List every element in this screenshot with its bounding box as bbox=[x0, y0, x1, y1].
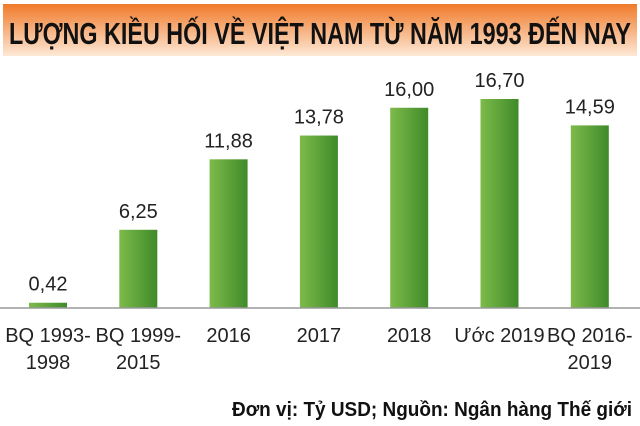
category-label: 2018 bbox=[387, 325, 432, 347]
bar bbox=[119, 229, 158, 308]
data-label: 14,59 bbox=[565, 96, 615, 118]
data-label: 16,00 bbox=[384, 79, 434, 101]
category-label: BQ 2016- bbox=[547, 325, 633, 347]
data-label: 13,78 bbox=[294, 107, 344, 129]
chart-title: LƯỢNG KIỀU HỐI VỀ VIỆT NAM TỪ NĂM 1993 Đ… bbox=[9, 15, 631, 51]
bar bbox=[390, 107, 429, 308]
bar bbox=[570, 125, 609, 308]
data-label: 11,88 bbox=[204, 130, 253, 152]
category-label: BQ 1993- bbox=[5, 325, 91, 347]
footnote: Đơn vị: Tỷ USD; Nguồn: Ngân hàng Thế giớ… bbox=[232, 399, 632, 421]
category-label: 2017 bbox=[297, 325, 342, 347]
category-label: BQ 1999- bbox=[95, 325, 181, 347]
data-label: 6,25 bbox=[119, 201, 158, 223]
title-banner bbox=[3, 4, 637, 56]
bar bbox=[209, 159, 248, 308]
data-label: 0,42 bbox=[29, 274, 68, 296]
data-label: 16,70 bbox=[474, 70, 524, 92]
category-label: Ước 2019 bbox=[454, 325, 544, 347]
category-label: 1998 bbox=[26, 352, 71, 374]
bar bbox=[29, 302, 67, 308]
category-label: 2019 bbox=[568, 352, 613, 374]
category-label: 2015 bbox=[116, 352, 161, 374]
bar bbox=[480, 99, 519, 308]
category-label: 2016 bbox=[206, 325, 251, 347]
bar bbox=[299, 135, 338, 308]
